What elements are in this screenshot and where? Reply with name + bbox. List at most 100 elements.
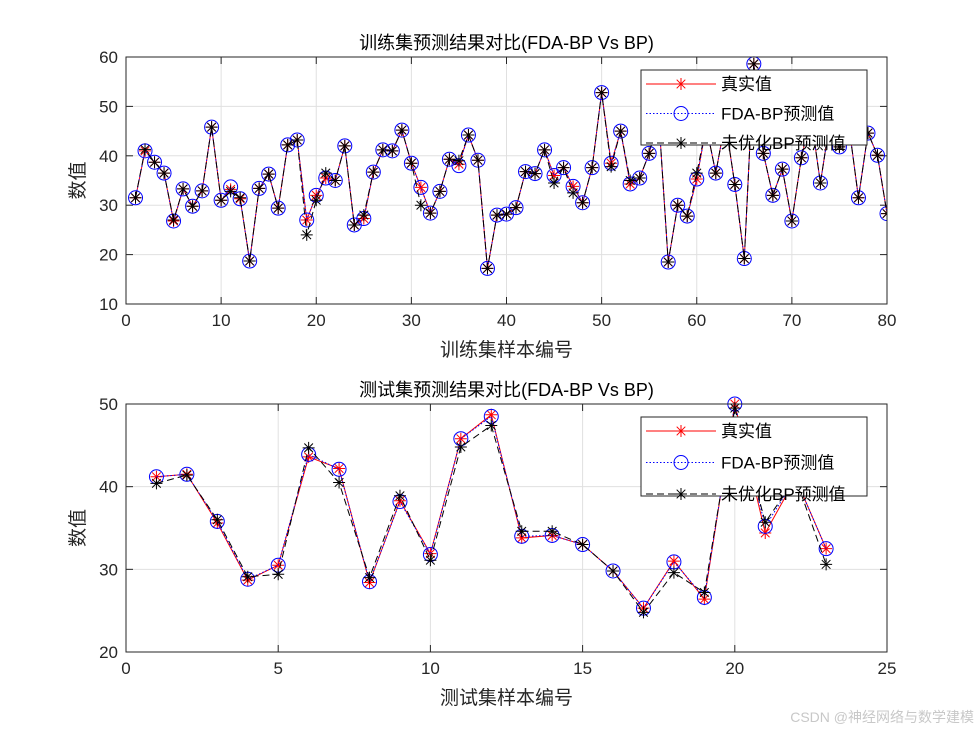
data-point (432, 183, 448, 199)
data-point (175, 181, 191, 197)
data-point (158, 167, 171, 180)
data-point (424, 547, 437, 560)
data-point (327, 173, 343, 188)
data-point (291, 133, 304, 146)
data-point (755, 145, 771, 161)
data-point (479, 260, 495, 276)
data-point (633, 172, 646, 185)
subplot-2: 0 5 10 15 20 25 20 30 40 50 测试集预测结果对比(FDA-BP Vs BP… (67, 380, 896, 709)
data-point (698, 593, 711, 606)
data-point (818, 541, 834, 557)
data-point (508, 200, 524, 216)
data-point (393, 489, 406, 502)
data-point (814, 176, 827, 189)
data-point (519, 165, 532, 178)
data-point (605, 160, 618, 173)
data-point (727, 176, 743, 192)
data-point (670, 197, 686, 213)
axes-box (125, 403, 888, 653)
data-point (795, 151, 808, 164)
data-point (262, 168, 275, 181)
data-point (289, 132, 305, 148)
data-point (852, 191, 865, 204)
data-point (414, 199, 427, 212)
data-point (251, 180, 267, 196)
data-point (280, 137, 296, 153)
data-point (679, 208, 695, 224)
data-point (662, 256, 675, 269)
y-tick-label: 30 (99, 196, 118, 215)
data-point (300, 228, 313, 241)
data-point (272, 568, 285, 581)
data-point (747, 57, 760, 70)
y-tick-label: 20 (99, 643, 118, 662)
y-tick-label: 20 (99, 246, 118, 265)
data-point (757, 147, 770, 160)
data-point (576, 196, 589, 209)
data-point (150, 470, 163, 483)
data-point (331, 461, 347, 477)
data-point (179, 466, 195, 482)
data-point (709, 167, 722, 180)
data-point (728, 178, 741, 191)
legend-label: FDA-BP预测值 (721, 454, 834, 473)
x-tick-label: 20 (307, 311, 326, 330)
data-point (515, 525, 528, 538)
y-tick-label: 40 (99, 147, 118, 166)
data-point (204, 119, 220, 135)
data-point (681, 210, 694, 223)
data-point (261, 166, 277, 182)
data-point (774, 161, 790, 177)
legend-marker (675, 488, 687, 500)
data-point (394, 122, 410, 138)
data-point (624, 174, 637, 187)
data-point (667, 555, 680, 568)
data-point (738, 252, 751, 265)
data-point (785, 215, 798, 228)
data-point (281, 138, 294, 151)
data-point (460, 127, 476, 143)
data-point (613, 123, 629, 139)
legend-marker (675, 78, 687, 90)
data-point (793, 150, 809, 166)
data-point (194, 183, 210, 199)
data-point (224, 185, 237, 198)
data-point (376, 143, 389, 156)
legend-label: 真实值 (721, 75, 772, 94)
data-point (367, 166, 380, 179)
data-point (129, 191, 142, 204)
data-point (698, 586, 711, 599)
data-point (422, 205, 438, 221)
data-point (180, 469, 193, 482)
data-point (462, 129, 475, 142)
x-tick-label: 0 (121, 659, 130, 678)
data-point (147, 154, 163, 170)
data-point (329, 174, 342, 187)
data-point (443, 153, 456, 166)
data-point (337, 138, 353, 154)
data-point (576, 538, 589, 551)
data-point (820, 542, 833, 555)
data-point (594, 85, 610, 101)
x-tick-label: 25 (878, 659, 897, 678)
series-group (148, 396, 834, 619)
data-point (784, 213, 800, 229)
data-point (405, 157, 418, 170)
data-point (548, 169, 561, 182)
legend-label: FDA-BP预测值 (721, 105, 834, 124)
data-point (641, 145, 657, 161)
x-tick-label: 10 (421, 659, 440, 678)
data-point (299, 212, 315, 228)
data-point (776, 163, 789, 176)
data-point (614, 125, 627, 138)
y-tick-label: 40 (99, 478, 118, 497)
data-point (500, 208, 513, 221)
data-point (338, 139, 351, 152)
data-point (489, 207, 505, 223)
data-point (575, 195, 591, 211)
data-point (241, 570, 254, 583)
data-point (186, 200, 199, 213)
data-point (537, 142, 553, 158)
data-point (253, 182, 266, 195)
